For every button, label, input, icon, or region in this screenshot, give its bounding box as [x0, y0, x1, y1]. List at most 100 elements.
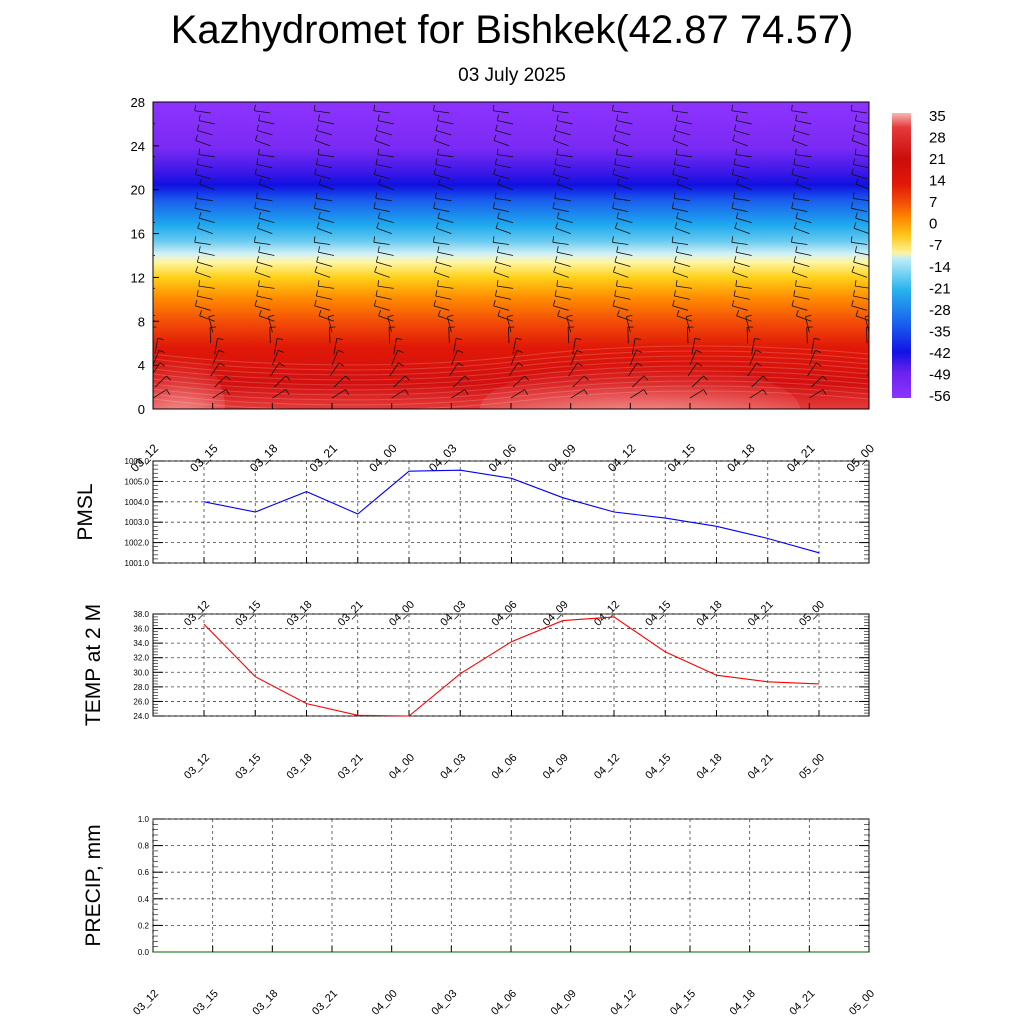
wind-barb-flag — [496, 280, 499, 287]
wind-barb — [746, 327, 749, 344]
wind-barb-flag — [433, 104, 435, 111]
wind-barb — [435, 295, 452, 300]
wind-barb — [438, 315, 454, 322]
wind-barb — [855, 120, 869, 124]
wind-barb-flag — [805, 314, 812, 318]
wind-barb — [195, 305, 211, 311]
wind-barb — [556, 154, 573, 158]
wind-barb — [136, 306, 151, 310]
y-tick-label: 4 — [138, 358, 145, 373]
wind-barb — [194, 207, 211, 213]
wind-barb-flag — [795, 178, 799, 185]
wind-barb — [676, 183, 693, 191]
wind-barb-flag — [196, 290, 199, 297]
precip-y-tick-label: 0.0 — [138, 948, 150, 957]
wind-barb-flag — [317, 246, 320, 253]
wind-barb-flag — [791, 202, 794, 209]
temp-x-tick-label: 03_21 — [336, 752, 366, 782]
wind-barb-flag — [218, 349, 225, 353]
wind-barb — [256, 295, 273, 300]
temp-x-tick-label: 03_18 — [285, 752, 315, 782]
wind-barb-flag — [732, 134, 736, 141]
wind-barb-flag — [457, 349, 464, 353]
wind-barb-flag — [396, 338, 403, 340]
wind-barb — [555, 261, 571, 267]
temp-y-tick-label: 26.0 — [133, 697, 149, 706]
wind-barb — [314, 207, 331, 213]
wind-barb — [374, 305, 390, 311]
wind-barb-flag — [635, 338, 642, 340]
wind-barb-flag — [373, 202, 376, 209]
wind-barb-flag — [850, 236, 853, 243]
wind-barb — [736, 217, 752, 223]
wind-barb — [254, 110, 271, 114]
wind-barb-flag — [762, 375, 768, 381]
wind-barb-flag — [494, 158, 497, 165]
wind-barb — [154, 375, 167, 388]
precip-y-axis-title: PRECIP, mm — [82, 824, 105, 946]
wind-barb-flag — [256, 158, 259, 165]
wind-barb — [436, 227, 452, 234]
wind-barb-flag — [158, 349, 165, 353]
wind-barb-flag — [373, 236, 376, 243]
wind-barb-flag — [315, 192, 318, 199]
temp-x-tick-label: 04_00 — [387, 752, 417, 782]
wind-barb-flag — [850, 104, 853, 111]
wind-barb — [195, 271, 211, 278]
wind-barb-flag — [495, 256, 498, 263]
y-tick-label: 0 — [138, 402, 145, 417]
wind-barb-flag — [464, 375, 470, 381]
wind-barb-flag — [793, 192, 795, 199]
wind-barb — [674, 227, 691, 234]
wind-barb — [497, 217, 514, 223]
wind-barb-flag — [197, 222, 201, 229]
wind-barb-flag — [314, 300, 317, 307]
wind-barb-flag — [557, 310, 561, 316]
wind-barb — [318, 315, 335, 322]
wind-barb-flag — [612, 104, 614, 111]
wind-barb — [689, 389, 704, 399]
wind-barb-flag — [883, 390, 886, 395]
wind-barb-flag — [643, 375, 649, 381]
wind-barb-flag — [136, 300, 138, 306]
wind-barb — [258, 120, 275, 125]
x-tick-label: 04_00 — [366, 441, 400, 475]
wind-barb-flag — [373, 300, 377, 307]
wind-barb-flag — [614, 222, 618, 229]
wind-barb-flag — [497, 212, 500, 219]
wind-barb — [153, 389, 167, 399]
wind-barb-flag — [345, 375, 350, 381]
wind-barb — [795, 154, 812, 158]
wind-barb — [374, 140, 390, 147]
page-title: Kazhydromet for Bishkek(42.87 74.57) — [170, 8, 854, 52]
wind-barb-flag — [674, 124, 677, 131]
wind-barb-flag — [755, 349, 762, 353]
wind-barb-flag — [268, 314, 275, 318]
wind-barb-flag — [733, 290, 736, 297]
wind-barb — [378, 315, 394, 322]
wind-barb-flag — [398, 362, 404, 367]
wind-barb — [793, 130, 810, 136]
wind-barb — [851, 271, 868, 278]
wind-barb-flag — [733, 158, 736, 165]
wind-barb — [866, 372, 869, 377]
pmsl-y-tick-label: 1002.0 — [125, 539, 150, 548]
wind-barb — [572, 375, 585, 388]
wind-barb — [732, 173, 748, 180]
wind-barb-flag — [375, 192, 378, 199]
wind-barb — [434, 140, 450, 147]
temp-y-tick-label: 36.0 — [133, 625, 149, 634]
wind-barb-flag — [196, 158, 199, 165]
wind-barb — [871, 338, 874, 354]
wind-barb — [437, 154, 454, 158]
wind-barb-flag — [735, 246, 738, 253]
wind-barb — [194, 241, 211, 245]
wind-barb-flag — [208, 314, 215, 318]
wind-barb — [493, 140, 510, 147]
wind-barb — [554, 198, 571, 202]
wind-barb-flag — [375, 290, 378, 297]
wind-barb — [212, 350, 220, 366]
wind-barb-flag — [865, 315, 869, 318]
wind-barb — [674, 198, 691, 202]
wind-barb — [378, 183, 394, 191]
